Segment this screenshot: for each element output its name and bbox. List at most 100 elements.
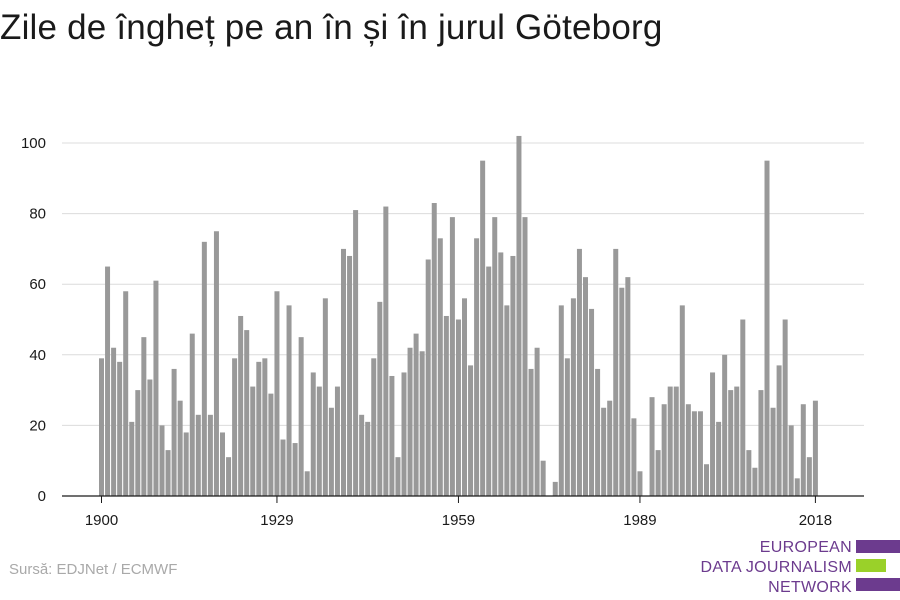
- bar: [655, 450, 661, 496]
- bar: [195, 414, 201, 496]
- y-tick-label: 100: [21, 135, 46, 152]
- bar: [292, 443, 298, 496]
- y-tick-label: 60: [29, 276, 46, 293]
- bar: [486, 266, 492, 496]
- bar: [570, 298, 576, 496]
- bar: [347, 255, 353, 496]
- bar: [274, 291, 280, 496]
- bar: [764, 160, 770, 496]
- bar: [371, 358, 377, 496]
- bar: [619, 287, 625, 496]
- bar: [492, 217, 498, 496]
- bar: [111, 347, 117, 496]
- bar: [691, 411, 697, 496]
- bar: [286, 305, 292, 496]
- bar: [752, 467, 758, 496]
- x-tick-label: 2018: [799, 512, 832, 529]
- bar: [449, 217, 455, 496]
- y-tick-label: 80: [29, 206, 46, 223]
- bar: [601, 407, 607, 496]
- bar: [800, 404, 806, 496]
- bars: [99, 135, 818, 497]
- bar: [280, 439, 286, 496]
- y-tick-label: 40: [29, 347, 46, 364]
- bar: [528, 368, 534, 496]
- logo-bar-top: [856, 540, 900, 553]
- bar: [377, 301, 383, 496]
- bar: [704, 464, 709, 496]
- bar: [595, 368, 601, 496]
- bar: [437, 238, 443, 496]
- bar: [661, 404, 667, 496]
- bar: [334, 386, 340, 496]
- bar: [389, 375, 395, 496]
- bar: [728, 390, 734, 496]
- bar: [522, 217, 528, 496]
- bar: [589, 308, 595, 496]
- bar: [141, 337, 147, 496]
- bar: [244, 330, 250, 496]
- bar: [667, 386, 673, 496]
- bar: [540, 460, 546, 496]
- bar: [576, 248, 582, 496]
- bar: [250, 386, 256, 496]
- bar: [395, 457, 401, 496]
- bar: [407, 347, 413, 496]
- bar: [468, 365, 474, 496]
- bar: [746, 450, 752, 496]
- bar: [788, 425, 794, 496]
- bar: [207, 414, 213, 496]
- bar: [776, 365, 782, 496]
- bar: [806, 457, 812, 496]
- edjnet-logo: EUROPEAN DATA JOURNALISM NETWORK: [700, 530, 900, 600]
- bar: [226, 457, 232, 496]
- bar: [504, 305, 510, 496]
- source-note: Sursă: EDJNet / ECMWF: [9, 561, 178, 578]
- bar: [105, 266, 111, 496]
- bar: [607, 400, 613, 496]
- bar: [298, 337, 304, 496]
- bar: [401, 372, 407, 496]
- chart-title: Zile de îngheț pe an în și în jurul Göte…: [0, 8, 663, 47]
- y-tick-label: 0: [38, 488, 46, 505]
- bar: [631, 418, 637, 496]
- bar: [383, 206, 389, 497]
- bar: [564, 358, 570, 496]
- bar: [710, 372, 716, 496]
- bar: [480, 160, 486, 496]
- bar: [443, 315, 449, 496]
- bar: [498, 252, 504, 496]
- x-axis-ticks: 1900 1929 1959 1989 2018: [85, 496, 832, 529]
- bar: [238, 315, 244, 496]
- bar: [734, 386, 740, 496]
- bar: [552, 481, 558, 496]
- bar: [310, 372, 316, 496]
- bar: [812, 400, 818, 496]
- bar: [147, 379, 153, 496]
- bar: [117, 361, 123, 496]
- logo-bar-bottom: [856, 578, 900, 591]
- bar: [697, 411, 703, 496]
- bar: [316, 386, 322, 496]
- bar: [232, 358, 238, 496]
- bar: [649, 397, 655, 496]
- bar: [123, 291, 129, 496]
- bar: [189, 333, 195, 496]
- bar: [304, 471, 310, 496]
- logo-text: EUROPEAN DATA JOURNALISM NETWORK: [701, 538, 852, 598]
- bar: [516, 135, 522, 496]
- bar: [359, 414, 365, 496]
- bar: [510, 255, 516, 496]
- bar: [419, 351, 425, 496]
- bar: [534, 347, 540, 496]
- logo-line-1: EUROPEAN: [759, 539, 852, 556]
- bar: [782, 319, 788, 496]
- bar: [613, 248, 619, 496]
- bar: [322, 298, 328, 496]
- bar: [637, 471, 643, 496]
- bar: [679, 305, 685, 496]
- bar: [99, 358, 104, 496]
- bar: [256, 361, 262, 496]
- bar: [794, 478, 800, 496]
